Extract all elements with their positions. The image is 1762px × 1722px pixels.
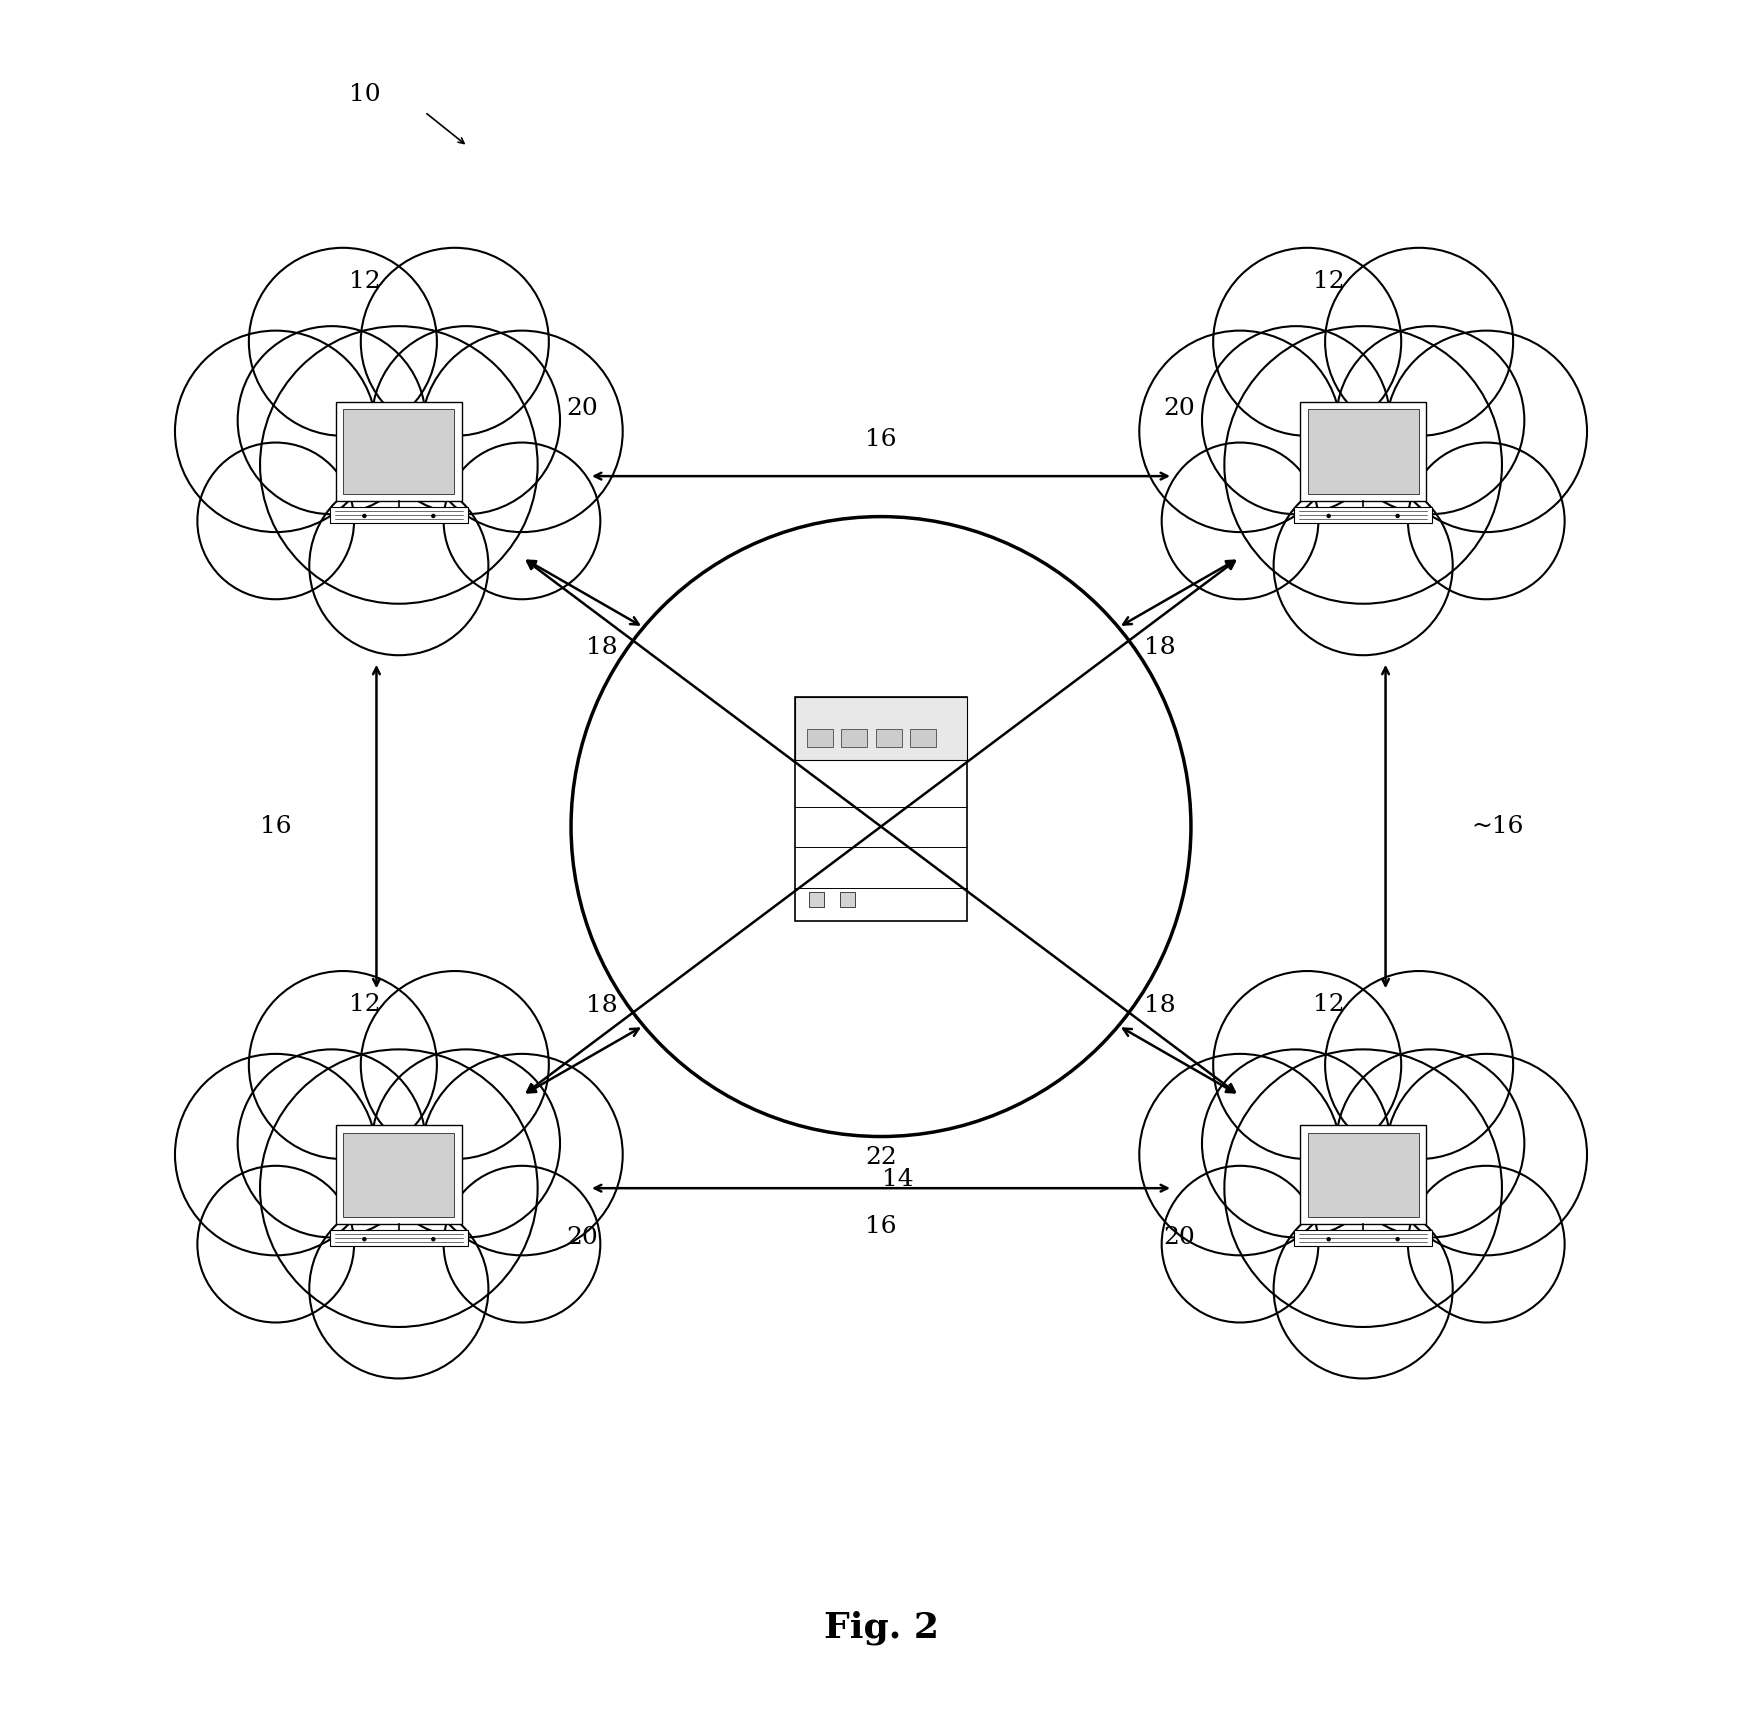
FancyBboxPatch shape <box>344 410 455 494</box>
Circle shape <box>1385 1054 1588 1255</box>
Text: 18: 18 <box>1144 637 1175 660</box>
FancyBboxPatch shape <box>1295 506 1433 523</box>
Circle shape <box>1325 248 1514 436</box>
Circle shape <box>310 475 488 656</box>
FancyBboxPatch shape <box>1300 1126 1425 1224</box>
Circle shape <box>1161 443 1318 599</box>
FancyBboxPatch shape <box>795 697 967 759</box>
FancyBboxPatch shape <box>329 506 467 523</box>
FancyBboxPatch shape <box>795 697 967 921</box>
Circle shape <box>372 325 560 515</box>
FancyBboxPatch shape <box>911 730 936 747</box>
Circle shape <box>1396 1236 1399 1242</box>
Text: 20: 20 <box>567 398 599 420</box>
FancyBboxPatch shape <box>329 1230 467 1247</box>
Circle shape <box>1225 1049 1501 1328</box>
Circle shape <box>310 1199 488 1378</box>
Text: Fig. 2: Fig. 2 <box>823 1610 939 1645</box>
Circle shape <box>1325 971 1514 1159</box>
Text: 10: 10 <box>349 83 381 107</box>
Text: 16: 16 <box>865 1216 897 1238</box>
FancyBboxPatch shape <box>337 403 462 501</box>
Circle shape <box>432 1236 435 1242</box>
Circle shape <box>372 1049 560 1238</box>
Text: 12: 12 <box>349 270 381 293</box>
Circle shape <box>432 513 435 518</box>
Circle shape <box>1396 513 1399 518</box>
Circle shape <box>571 517 1191 1137</box>
Text: 20: 20 <box>1163 1226 1195 1248</box>
Circle shape <box>238 325 426 515</box>
Circle shape <box>261 325 537 604</box>
Circle shape <box>1161 1166 1318 1322</box>
FancyBboxPatch shape <box>807 730 833 747</box>
FancyBboxPatch shape <box>876 730 902 747</box>
FancyBboxPatch shape <box>1307 410 1418 494</box>
FancyBboxPatch shape <box>1300 403 1425 501</box>
Circle shape <box>197 1166 354 1322</box>
Circle shape <box>1225 325 1501 604</box>
Circle shape <box>1214 248 1401 436</box>
Circle shape <box>174 331 377 532</box>
Circle shape <box>1336 1049 1524 1238</box>
FancyBboxPatch shape <box>840 892 855 907</box>
Circle shape <box>1140 331 1341 532</box>
Text: 22: 22 <box>865 1147 897 1169</box>
Text: 16: 16 <box>261 815 291 839</box>
Text: 18: 18 <box>1144 994 1175 1016</box>
Text: 14: 14 <box>883 1168 914 1192</box>
Circle shape <box>1202 325 1390 515</box>
Circle shape <box>248 971 437 1159</box>
Text: 20: 20 <box>567 1226 599 1248</box>
Circle shape <box>1274 475 1452 656</box>
Circle shape <box>363 513 366 518</box>
Circle shape <box>1408 443 1565 599</box>
Circle shape <box>1274 1199 1452 1378</box>
Text: 12: 12 <box>1313 270 1344 293</box>
Text: 12: 12 <box>349 994 381 1016</box>
FancyBboxPatch shape <box>337 1126 462 1224</box>
Circle shape <box>1327 513 1330 518</box>
FancyBboxPatch shape <box>1295 1230 1433 1247</box>
Circle shape <box>1385 331 1588 532</box>
Circle shape <box>361 971 548 1159</box>
Text: 16: 16 <box>865 429 897 451</box>
Circle shape <box>1214 971 1401 1159</box>
FancyBboxPatch shape <box>809 892 825 907</box>
FancyBboxPatch shape <box>1307 1133 1418 1217</box>
Text: ~16: ~16 <box>1471 815 1524 839</box>
Text: 18: 18 <box>587 994 618 1016</box>
Text: 18: 18 <box>587 637 618 660</box>
Circle shape <box>1140 1054 1341 1255</box>
Circle shape <box>1327 1236 1330 1242</box>
Circle shape <box>238 1049 426 1238</box>
Circle shape <box>444 443 601 599</box>
FancyBboxPatch shape <box>842 730 867 747</box>
Circle shape <box>421 331 622 532</box>
Circle shape <box>1202 1049 1390 1238</box>
Text: 20: 20 <box>1163 398 1195 420</box>
Circle shape <box>261 1049 537 1328</box>
Circle shape <box>1336 325 1524 515</box>
Circle shape <box>421 1054 622 1255</box>
Circle shape <box>248 248 437 436</box>
Circle shape <box>1408 1166 1565 1322</box>
Circle shape <box>174 1054 377 1255</box>
Text: 12: 12 <box>1313 994 1344 1016</box>
FancyBboxPatch shape <box>344 1133 455 1217</box>
Circle shape <box>363 1236 366 1242</box>
Circle shape <box>444 1166 601 1322</box>
Circle shape <box>197 443 354 599</box>
Circle shape <box>361 248 548 436</box>
